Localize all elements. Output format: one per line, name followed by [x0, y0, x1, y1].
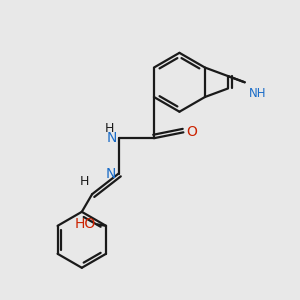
Text: HO: HO: [74, 217, 96, 231]
Text: N: N: [107, 131, 117, 145]
Text: NH: NH: [249, 87, 267, 100]
Text: O: O: [186, 125, 197, 139]
Text: H: H: [80, 175, 89, 188]
Text: H: H: [105, 122, 114, 135]
Text: N: N: [105, 167, 116, 181]
